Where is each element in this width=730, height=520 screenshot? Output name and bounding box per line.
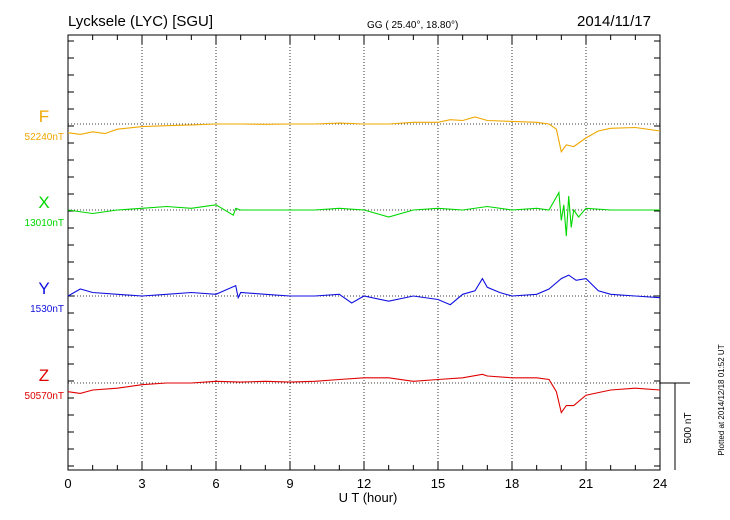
- date-label: 2014/11/17: [577, 13, 651, 30]
- series-letter-F: F: [39, 107, 49, 126]
- series-letter-Z: Z: [39, 366, 49, 385]
- station-title: Lycksele (LYC) [SGU]: [68, 13, 213, 30]
- x-tick-label-3: 3: [138, 476, 145, 491]
- plotted-timestamp: Plotted at 2014/12/18 01:52 UT: [717, 344, 726, 455]
- x-tick-label-18: 18: [505, 476, 519, 491]
- x-ticks: 0 3 6 9 12 15 18 21 24: [64, 35, 667, 491]
- series-letter-X: X: [38, 193, 49, 212]
- grid-lines: [141, 35, 587, 470]
- series-line-X: [67, 190, 660, 237]
- x-tick-label-12: 12: [357, 476, 371, 491]
- series-baseline-X: 13010nT: [25, 218, 64, 229]
- x-tick-label-15: 15: [431, 476, 445, 491]
- series-baseline-F: 52240nT: [25, 132, 64, 143]
- x-tick-label-6: 6: [212, 476, 219, 491]
- x-tick-label-24: 24: [653, 476, 667, 491]
- series-baseline-Y: 1530nT: [30, 304, 64, 315]
- coordinates-label: GG ( 25.40°, 18.80°): [367, 20, 458, 31]
- x-axis-title: U T (hour): [339, 490, 398, 505]
- x-tick-label-9: 9: [286, 476, 293, 491]
- component-labels: F 52240nT X 13010nT Y 1530nT Z 50570nT: [25, 107, 64, 402]
- x-tick-label-0: 0: [64, 476, 71, 491]
- series-baseline-Z: 50570nT: [25, 391, 64, 402]
- series-line-Z: [67, 373, 661, 414]
- series-lines: [67, 116, 661, 414]
- series-letter-Y: Y: [38, 279, 49, 298]
- scale-bar: 500 nT: [660, 382, 694, 470]
- series-line-Y: [67, 274, 661, 306]
- series-line-F: [67, 116, 661, 154]
- scale-bar-label: 500 nT: [683, 412, 694, 443]
- x-tick-label-21: 21: [579, 476, 593, 491]
